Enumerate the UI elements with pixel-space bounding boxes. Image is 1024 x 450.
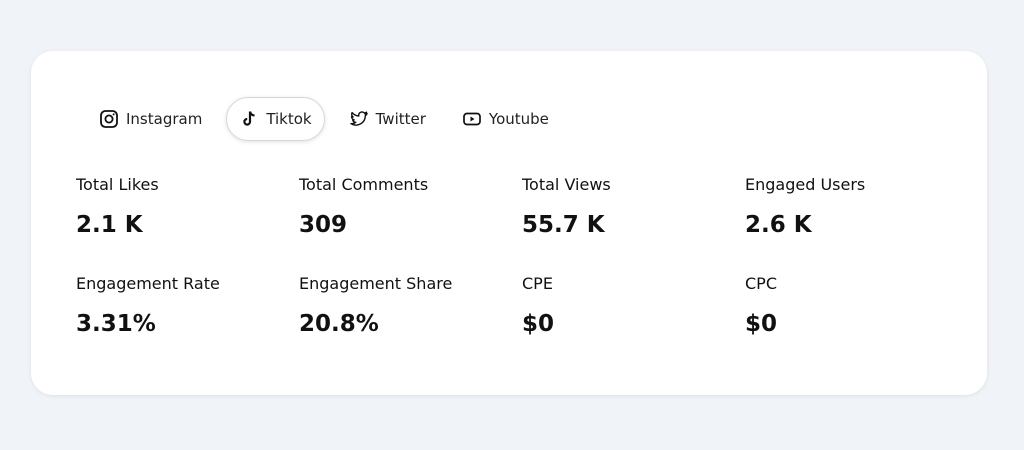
metric-label: Engagement Rate	[76, 274, 220, 293]
youtube-icon	[463, 112, 481, 126]
metric: Engagement Rate 3.31%	[76, 274, 299, 337]
metric: CPE $0	[522, 274, 745, 337]
metric: Total Likes 2.1 K	[76, 175, 299, 238]
metric-label: Total Comments	[299, 175, 429, 194]
metric: CPC $0	[745, 274, 968, 337]
metric-value: 309	[299, 212, 348, 238]
metric-value: 3.31%	[76, 311, 156, 337]
platform-tabs: Instagram Tiktok Twitter Youtube	[87, 97, 561, 141]
metric-label: Total Likes	[76, 175, 159, 194]
metric-value: $0	[522, 311, 555, 337]
stats-card: Instagram Tiktok Twitter Youtube Total L…	[31, 51, 987, 395]
tab-label: Tiktok	[266, 110, 312, 128]
tab-label: Twitter	[375, 110, 426, 128]
tiktok-icon	[243, 111, 255, 126]
metric-value: $0	[745, 311, 778, 337]
metric-label: Engagement Share	[299, 274, 453, 293]
metric: Engaged Users 2.6 K	[745, 175, 968, 238]
instagram-icon	[100, 110, 118, 128]
metric: Total Comments 309	[299, 175, 522, 238]
twitter-icon	[349, 111, 368, 126]
metric: Total Views 55.7 K	[522, 175, 745, 238]
metric-label: CPC	[745, 274, 777, 293]
metric-value: 55.7 K	[522, 212, 605, 238]
metric-label: Engaged Users	[745, 175, 866, 194]
tab[interactable]: Instagram	[87, 97, 214, 141]
metric-value: 20.8%	[299, 311, 379, 337]
tab[interactable]: Tiktok	[226, 97, 325, 141]
metric: Engagement Share 20.8%	[299, 274, 522, 337]
tab-label: Instagram	[126, 110, 203, 128]
tab[interactable]: Youtube	[450, 97, 561, 141]
metric-label: CPE	[522, 274, 553, 293]
metrics-grid: Total Likes 2.1 K Total Comments 309 Total V…	[76, 175, 968, 337]
metric-value: 2.6 K	[745, 212, 812, 238]
tab-label: Youtube	[488, 110, 549, 128]
metric-label: Total Views	[522, 175, 611, 194]
metric-value: 2.1 K	[76, 212, 143, 238]
tab[interactable]: Twitter	[337, 97, 438, 141]
